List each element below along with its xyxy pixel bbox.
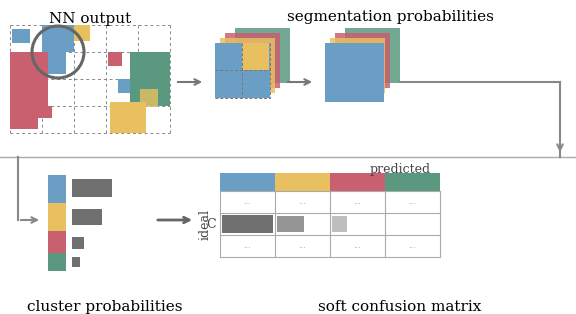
- Bar: [345, 28, 400, 83]
- Text: ...: ...: [408, 198, 416, 207]
- Bar: [130, 52, 170, 75]
- Bar: [10, 79, 48, 106]
- Bar: [10, 52, 48, 81]
- Bar: [222, 215, 273, 233]
- Bar: [335, 33, 390, 88]
- Text: ...: ...: [243, 241, 251, 251]
- Bar: [235, 28, 290, 83]
- Bar: [118, 79, 134, 93]
- Bar: [72, 237, 84, 249]
- Text: ...: ...: [353, 198, 361, 207]
- Text: ...: ...: [408, 241, 416, 251]
- Text: segmentation probabilities: segmentation probabilities: [287, 10, 494, 24]
- Bar: [325, 43, 384, 102]
- Bar: [385, 173, 440, 191]
- Text: ...: ...: [243, 198, 251, 207]
- Text: ...: ...: [353, 241, 361, 251]
- Bar: [220, 38, 275, 93]
- Bar: [242, 43, 269, 70]
- Bar: [108, 52, 122, 66]
- Bar: [72, 179, 112, 197]
- Text: NN output: NN output: [49, 12, 131, 26]
- Bar: [215, 43, 270, 98]
- Bar: [277, 216, 304, 232]
- Text: soft confusion matrix: soft confusion matrix: [319, 300, 482, 314]
- Bar: [42, 25, 74, 52]
- Bar: [38, 106, 52, 118]
- Bar: [72, 257, 80, 267]
- Bar: [48, 203, 66, 231]
- Text: ...: ...: [298, 198, 306, 207]
- Bar: [74, 25, 90, 41]
- Bar: [110, 102, 146, 133]
- Text: ideal: ideal: [199, 208, 212, 240]
- Bar: [225, 33, 280, 88]
- Bar: [220, 173, 275, 191]
- Bar: [332, 216, 347, 232]
- Bar: [130, 75, 170, 106]
- Bar: [330, 173, 385, 191]
- Text: ...: ...: [298, 241, 306, 251]
- Bar: [10, 106, 38, 129]
- Bar: [48, 231, 66, 253]
- Bar: [330, 38, 385, 93]
- Bar: [48, 253, 66, 271]
- Text: predicted: predicted: [369, 163, 431, 176]
- Bar: [140, 89, 158, 107]
- Bar: [12, 29, 30, 43]
- Text: cluster probabilities: cluster probabilities: [27, 300, 183, 314]
- Bar: [42, 52, 66, 74]
- Bar: [275, 173, 330, 191]
- Bar: [72, 209, 102, 225]
- Bar: [48, 175, 66, 203]
- Text: C: C: [206, 218, 216, 230]
